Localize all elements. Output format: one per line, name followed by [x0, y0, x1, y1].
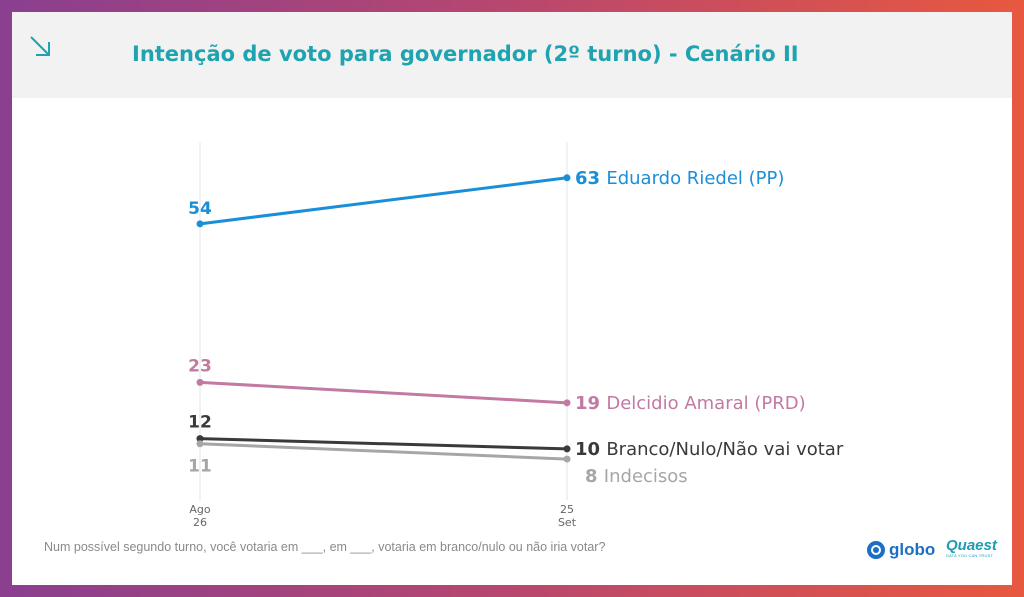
x-tick-label-bottom-1: Set	[558, 516, 577, 529]
chart-title: Intenção de voto para governador (2º tur…	[132, 42, 799, 66]
start-value-label-2: 12	[188, 413, 212, 433]
series-line-1	[198, 380, 569, 405]
series-name-1: Delcidio Amaral (PRD)	[606, 393, 805, 414]
quaest-wordmark: Quaest	[946, 537, 997, 554]
series-point-start-3	[196, 440, 204, 448]
series-line-0	[198, 176, 569, 226]
end-value-3: 8	[585, 466, 604, 487]
series-point-start-1	[196, 378, 204, 386]
globo-logo: globo	[866, 540, 935, 560]
end-value-2: 10	[575, 439, 606, 460]
series-line-3	[198, 442, 569, 461]
arrow-down-right-icon	[30, 36, 50, 56]
start-value-label-1: 23	[188, 356, 212, 376]
x-tick-label-bottom-0: 26	[193, 516, 207, 529]
end-label-3: 8 Indecisos	[585, 466, 688, 487]
series-point-end-0	[563, 174, 571, 182]
series-point-end-3	[563, 455, 571, 463]
quaest-logo: Quaest DATA YOU CAN TRUST	[946, 538, 997, 558]
globo-icon	[867, 541, 885, 559]
x-tick-label-top-0: Ago	[189, 503, 211, 516]
series-name-2: Branco/Nulo/Não vai votar	[606, 439, 844, 460]
x-tick-label-top-1: 25	[560, 503, 574, 516]
end-label-0: 63 Eduardo Riedel (PP)	[575, 168, 784, 189]
series-line-2	[198, 437, 569, 451]
series-name-3: Indecisos	[604, 466, 688, 487]
quaest-tagline: DATA YOU CAN TRUST	[946, 553, 994, 558]
end-label-2: 10 Branco/Nulo/Não vai votar	[575, 439, 844, 460]
header: Intenção de voto para governador (2º tur…	[12, 12, 1012, 98]
series-point-end-2	[563, 445, 571, 453]
question-footnote: Num possível segundo turno, você votaria…	[44, 540, 606, 554]
series-name-0: Eduardo Riedel (PP)	[606, 168, 784, 189]
end-label-1: 19 Delcidio Amaral (PRD)	[575, 393, 806, 414]
start-value-label-0: 54	[188, 199, 212, 219]
end-value-1: 19	[575, 393, 606, 414]
globo-wordmark: globo	[889, 540, 936, 559]
end-value-0: 63	[575, 168, 606, 189]
series-point-start-2	[196, 435, 204, 443]
series-point-end-1	[563, 399, 571, 407]
series-point-start-0	[196, 220, 204, 228]
start-value-label-3: 11	[188, 457, 212, 477]
chart-card: Intenção de voto para governador (2º tur…	[12, 12, 1012, 585]
